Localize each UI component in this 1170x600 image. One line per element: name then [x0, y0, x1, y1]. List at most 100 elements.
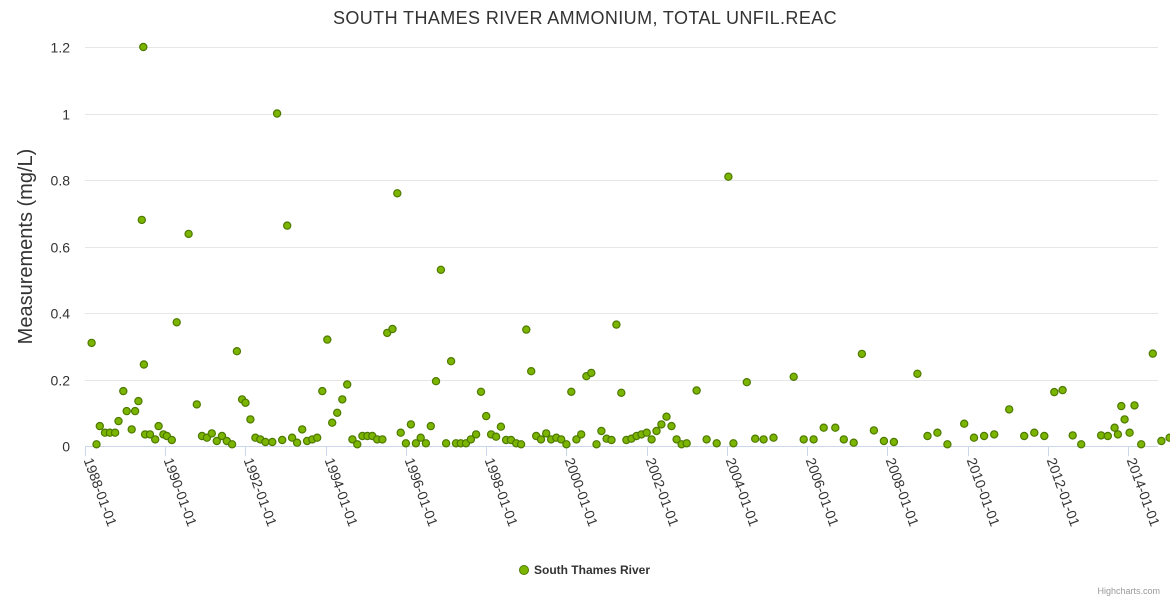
- data-point: [378, 435, 387, 444]
- data-point: [139, 42, 148, 52]
- data-point: [446, 357, 456, 366]
- data-point: [1068, 431, 1077, 440]
- data-point: [799, 435, 808, 444]
- data-point: [421, 439, 431, 448]
- data-point: [1103, 431, 1113, 441]
- data-point: [652, 426, 661, 436]
- data-point: [587, 368, 596, 378]
- data-point: [990, 430, 999, 439]
- data-point: [1019, 431, 1029, 441]
- x-tick-label: 2004-01-01: [723, 456, 763, 529]
- data-point: [87, 338, 96, 348]
- y-tick-label: 0.8: [51, 173, 71, 189]
- chart-title: SOUTH THAMES RIVER AMMONIUM, TOTAL UNFIL…: [332, 8, 838, 28]
- data-point: [318, 386, 327, 396]
- data-point: [272, 109, 282, 118]
- x-tick-label: 1998-01-01: [482, 456, 522, 529]
- data-point: [278, 435, 287, 445]
- legend-item-south-thames-river[interactable]: South Thames River: [0, 563, 1170, 577]
- credits-link[interactable]: Highcharts.com: [1097, 586, 1160, 596]
- data-point: [227, 440, 237, 449]
- data-point: [292, 438, 302, 447]
- data-point: [1040, 431, 1049, 441]
- y-tick-label: 0.2: [51, 373, 71, 389]
- data-point: [482, 411, 491, 421]
- data-point: [913, 369, 922, 378]
- data-point: [657, 420, 666, 429]
- data-point: [672, 435, 681, 444]
- data-point: [154, 421, 163, 431]
- data-point: [562, 440, 571, 449]
- data-point: [212, 436, 221, 446]
- data-point: [353, 440, 362, 449]
- data-point: [702, 435, 711, 444]
- data-point: [536, 435, 546, 444]
- data-point: [436, 265, 446, 274]
- data-point: [809, 435, 818, 444]
- y-tick-label: 0.6: [51, 240, 71, 256]
- data-point: [607, 435, 616, 445]
- data-point: [411, 439, 421, 448]
- data-point: [95, 421, 105, 431]
- data-point: [431, 377, 441, 386]
- data-point: [393, 189, 402, 198]
- x-tick-label: 1992-01-01: [241, 456, 281, 529]
- data-point: [597, 426, 606, 436]
- data-point: [130, 406, 140, 416]
- data-point: [1050, 387, 1059, 397]
- data-point: [1110, 423, 1119, 432]
- y-tick-label: 0: [62, 439, 70, 455]
- data-point: [348, 435, 357, 444]
- x-tick-label: 2008-01-01: [883, 456, 923, 529]
- data-point: [241, 398, 250, 407]
- data-point: [283, 221, 292, 230]
- data-point: [261, 437, 270, 447]
- data-point: [139, 360, 149, 369]
- data-point: [839, 435, 849, 444]
- data-point: [313, 433, 322, 442]
- data-point: [751, 434, 760, 443]
- data-point: [192, 400, 201, 409]
- x-tick-label: 2014-01-01: [1124, 456, 1164, 529]
- data-point: [1165, 433, 1170, 442]
- data-point: [1120, 415, 1129, 424]
- data-point: [343, 380, 352, 389]
- data-point: [969, 433, 979, 442]
- data-point: [333, 408, 342, 417]
- data-point: [889, 437, 899, 447]
- data-point: [1113, 430, 1123, 439]
- data-point: [287, 433, 297, 442]
- data-point: [857, 349, 867, 359]
- data-point: [416, 433, 425, 442]
- data-point: [1030, 428, 1039, 437]
- x-tick-label: 1996-01-01: [402, 456, 442, 529]
- data-point: [759, 435, 768, 444]
- data-point: [207, 429, 216, 438]
- data-point: [388, 324, 397, 334]
- data-point: [1058, 385, 1067, 395]
- data-point: [662, 412, 671, 421]
- data-point: [127, 425, 136, 434]
- data-point: [1136, 440, 1146, 449]
- data-point: [592, 440, 601, 449]
- data-point: [122, 406, 131, 416]
- data-point: [879, 436, 889, 446]
- legend-marker-icon: [519, 565, 528, 574]
- data-point: [729, 439, 738, 448]
- data-point: [338, 395, 347, 404]
- data-point: [217, 431, 227, 441]
- data-point: [246, 415, 255, 424]
- data-point: [441, 439, 451, 448]
- data-point: [119, 386, 128, 396]
- data-point: [923, 431, 932, 441]
- data-point: [849, 438, 858, 447]
- data-point: [617, 388, 626, 397]
- data-point: [557, 435, 566, 444]
- data-point: [150, 435, 160, 444]
- data-point: [522, 325, 531, 334]
- data-point: [682, 439, 691, 448]
- data-point: [831, 423, 840, 432]
- data-point: [110, 428, 120, 437]
- data-point: [1148, 349, 1158, 358]
